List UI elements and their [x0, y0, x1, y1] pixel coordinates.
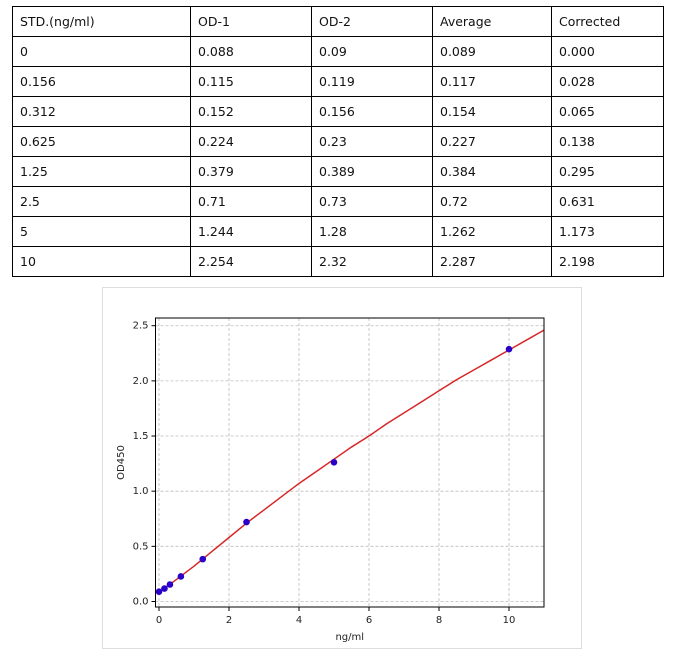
table-cell: 0.227	[432, 126, 552, 157]
table-cell: 0.156	[12, 66, 191, 97]
header-row: STD.(ng/ml) OD-1 OD-2 Average Corrected	[12, 6, 664, 37]
table-cell: 0.088	[190, 36, 312, 67]
data-table: STD.(ng/ml) OD-1 OD-2 Average Corrected 0 0.08…	[12, 6, 664, 277]
data-point	[330, 458, 338, 466]
table-cell: 0.312	[12, 96, 191, 127]
x-tick-label: 4	[296, 615, 302, 626]
table-cell: 1.244	[190, 216, 312, 247]
table-cell: 1.262	[432, 216, 552, 247]
table-cell: 0	[12, 36, 191, 67]
table-cell: 5	[12, 216, 191, 247]
table-cell: 1.25	[12, 156, 191, 187]
table-row: 0.156 0.115 0.119 0.117 0.028	[12, 66, 664, 97]
y-tick-label: 0.5	[133, 541, 149, 552]
y-tick-label: 2.0	[133, 376, 149, 387]
table-cell: 0.119	[311, 66, 433, 97]
table-row: 10 2.254 2.32 2.287 2.198	[12, 246, 664, 277]
x-tick-label: 6	[366, 615, 372, 626]
table-cell: 0.089	[432, 36, 552, 67]
y-axis-label: OD450	[116, 445, 127, 480]
data-point	[166, 581, 174, 588]
table-cell: 2.198	[551, 246, 664, 277]
table-cell: OD-1	[190, 6, 312, 37]
table-cell: 1.173	[551, 216, 664, 247]
y-tick-label: 2.5	[133, 321, 149, 332]
chart-frame: 0 2 4 6 8 10 0.0 0.5 1.0 1.5 2.0 2.5 ng/ml OD450	[102, 287, 582, 649]
x-tick-label: 8	[436, 615, 442, 626]
data-point	[177, 573, 185, 580]
table-cell: 0.065	[551, 96, 664, 127]
table-cell: 0.138	[551, 126, 664, 157]
table-row: 5 1.244 1.28 1.262 1.173	[12, 216, 664, 247]
table-cell: 0.389	[311, 156, 433, 187]
table-cell: 2.5	[12, 186, 191, 217]
y-tick-label: 1.0	[133, 486, 149, 497]
table-cell: 0.000	[551, 36, 664, 67]
table-row: 0 0.088 0.09 0.089 0.000	[12, 36, 664, 67]
data-point	[199, 555, 207, 563]
table-cell: 0.156	[311, 96, 433, 127]
fit-curve	[158, 329, 545, 593]
table-cell: 0.625	[12, 126, 191, 157]
table-cell: 0.115	[190, 66, 312, 97]
table-cell: STD.(ng/ml)	[12, 6, 191, 37]
table-cell: Average	[432, 6, 552, 37]
table-cell: 2.32	[311, 246, 433, 277]
table-cell: 0.09	[311, 36, 433, 67]
chart: 0 2 4 6 8 10 0.0 0.5 1.0 1.5 2.0 2.5 ng/ml OD450	[116, 317, 545, 643]
table-row: 2.5 0.71 0.73 0.72 0.631	[12, 186, 664, 217]
x-tick-label: 10	[503, 615, 516, 626]
y-tick-label: 1.5	[133, 431, 149, 442]
table-cell: Corrected	[551, 6, 664, 37]
x-tick-label: 0	[156, 615, 162, 626]
data-point	[161, 585, 168, 592]
table-cell: 1.28	[311, 216, 433, 247]
x-tick-label: 2	[226, 615, 232, 626]
table-cell: 0.154	[432, 96, 552, 127]
table-row: 0.312 0.152 0.156 0.154 0.065	[12, 96, 664, 127]
table-cell: 0.71	[190, 186, 312, 217]
table-cell: 0.224	[190, 126, 312, 157]
table-cell: 0.631	[551, 186, 664, 217]
table-cell: 0.384	[432, 156, 552, 187]
table-row: 1.25 0.379 0.389 0.384 0.295	[12, 156, 664, 187]
table-cell: 2.287	[432, 246, 552, 277]
data-point	[243, 518, 250, 526]
table-cell: 0.73	[311, 186, 433, 217]
plot-frame	[155, 317, 545, 608]
table-cell: 10	[12, 246, 191, 277]
table-cell: 0.152	[190, 96, 312, 127]
table-cell: 0.028	[551, 66, 664, 97]
table-row: 0.625 0.224 0.23 0.227 0.138	[12, 126, 664, 157]
table-cell: 0.379	[190, 156, 312, 187]
data-point	[155, 588, 163, 595]
table-cell: OD-2	[311, 6, 433, 37]
data-point	[505, 345, 513, 353]
y-tick-label: 0.0	[133, 596, 149, 607]
table-cell: 0.23	[311, 126, 433, 157]
table-cell: 2.254	[190, 246, 312, 277]
x-axis-label: ng/ml	[335, 632, 364, 643]
table-cell: 0.72	[432, 186, 552, 217]
table-cell: 0.117	[432, 66, 552, 97]
table-cell: 0.295	[551, 156, 664, 187]
